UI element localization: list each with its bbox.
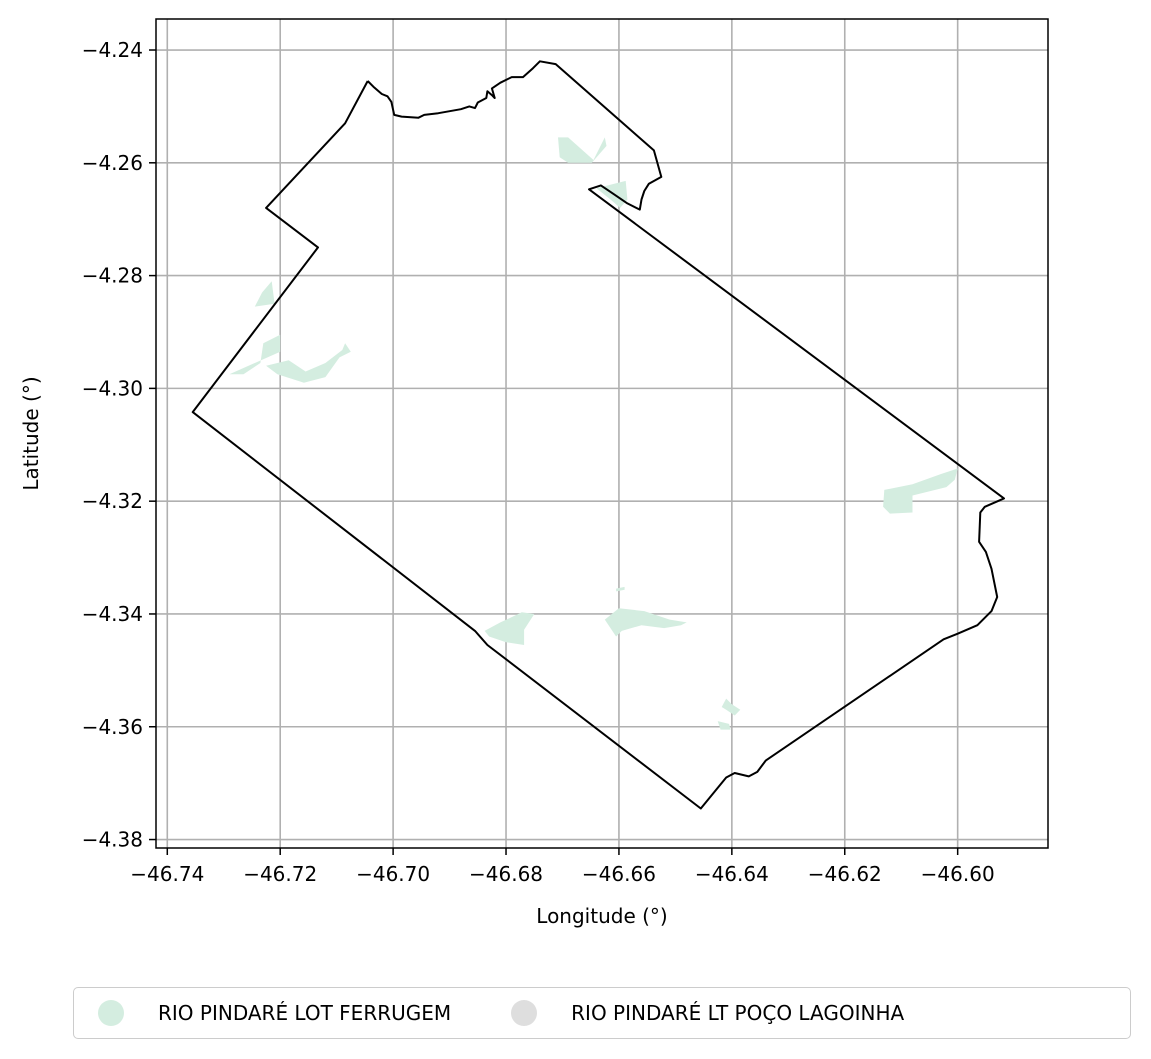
x-tick-label: −46.60 bbox=[921, 862, 995, 886]
y-tick-label: −4.36 bbox=[82, 715, 143, 739]
land-patch bbox=[484, 612, 535, 645]
x-tick-label: −46.64 bbox=[695, 862, 769, 886]
legend-item-ferrugem: RIO PINDARÉ LOT FERRUGEM bbox=[98, 1000, 451, 1026]
axes-frame bbox=[155, 18, 1049, 849]
land-patch bbox=[883, 468, 958, 514]
area-boundary bbox=[191, 60, 1005, 810]
x-tick-label: −46.62 bbox=[808, 862, 882, 886]
land-patch bbox=[558, 137, 607, 163]
legend-item-lagoinha: RIO PINDARÉ LT POÇO LAGOINHA bbox=[511, 1000, 904, 1026]
x-axis-label: Longitude (°) bbox=[536, 904, 667, 928]
legend-marker-lagoinha bbox=[511, 1000, 538, 1026]
x-tick-label: −46.74 bbox=[130, 862, 204, 886]
land-patch bbox=[717, 721, 731, 730]
x-tick-label: −46.66 bbox=[582, 862, 656, 886]
land-patch bbox=[604, 608, 687, 637]
land-patch bbox=[266, 343, 351, 383]
axis-ticks: −46.74 −46.72 −46.70 −46.68 −46.66 −46.64 −46.… bbox=[82, 38, 995, 886]
land-patch bbox=[721, 698, 741, 716]
legend-marker-ferrugem bbox=[98, 1000, 124, 1026]
y-tick-label: −4.32 bbox=[82, 489, 143, 513]
x-tick-label: −46.72 bbox=[243, 862, 317, 886]
x-tick-label: −46.68 bbox=[469, 862, 543, 886]
land-patch bbox=[229, 334, 281, 375]
y-tick-label: −4.24 bbox=[82, 38, 143, 62]
x-tick-label: −46.70 bbox=[356, 862, 430, 886]
land-use-patches bbox=[229, 137, 958, 730]
y-tick-label: −4.26 bbox=[82, 151, 143, 175]
boundary-line bbox=[191, 60, 1005, 810]
y-tick-label: −4.30 bbox=[82, 376, 143, 400]
y-axis-label: Latitude (°) bbox=[19, 376, 43, 490]
land-patch bbox=[254, 281, 275, 307]
y-tick-label: −4.38 bbox=[82, 828, 143, 852]
legend-label-lagoinha: RIO PINDARÉ LT POÇO LAGOINHA bbox=[571, 1001, 905, 1025]
y-tick-label: −4.34 bbox=[82, 602, 143, 626]
legend-label-ferrugem: RIO PINDARÉ LOT FERRUGEM bbox=[158, 1001, 452, 1025]
land-patch bbox=[616, 586, 625, 592]
map-plot: −46.74 −46.72 −46.70 −46.68 −46.66 −46.64 −46.… bbox=[19, 18, 1049, 928]
y-tick-label: −4.28 bbox=[82, 264, 143, 288]
legend: RIO PINDARÉ LOT FERRUGEM RIO PINDARÉ LT … bbox=[73, 987, 1131, 1039]
